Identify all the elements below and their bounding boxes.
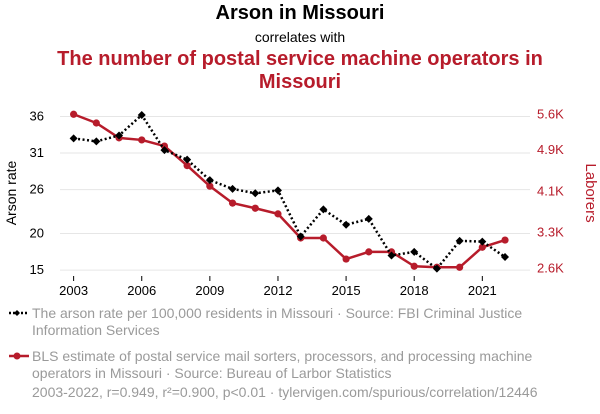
series-arson-point [364,214,373,223]
right-tick-label: 4.1K [537,183,564,198]
series-laborers-point [251,204,259,212]
x-tick-label: 2015 [332,283,361,298]
series-laborers-point [160,142,169,150]
series-layer [69,110,510,273]
series-laborers-point [456,263,464,271]
series-arson-point [432,264,441,273]
left-tick-label: 20 [30,226,44,241]
right-y-axis: 2.6K 3.3K 4.1K 4.9K 5.6K [537,106,564,275]
series-laborers-point [138,136,146,144]
x-tick-label: 2021 [468,283,497,298]
x-tick-label: 2009 [195,283,224,298]
x-tick-label: 2006 [127,283,156,298]
chart-title-secondary: The number of postal service machine ope… [57,48,543,93]
legend-key-dotted-diamond [9,310,29,316]
legend-item-arson: The arson rate per 100,000 residents in … [8,305,583,339]
right-tick-label: 5.6K [537,106,564,121]
series-arson-point [160,146,169,155]
series-laborers-point [319,234,327,242]
x-tick-label: 2018 [400,283,429,298]
series-arson-point [478,237,487,246]
series-laborers-point [228,199,237,207]
series-arson-point [410,247,419,256]
left-tick-label: 26 [30,182,44,197]
series-arson-point [92,137,101,146]
x-tick-label: 2003 [59,283,88,298]
series-arson-point [115,131,124,140]
right-tick-label: 2.6K [537,260,564,275]
series-arson-point [137,110,146,119]
series-arson-point [319,205,328,214]
series-laborers-point [410,262,418,270]
series-laborers-point [501,236,509,244]
series-arson-point [273,186,282,195]
series-arson-point [296,232,305,241]
x-tick-label: 2012 [264,283,293,298]
left-axis-label: Arson rate [3,160,19,225]
left-tick-label: 15 [30,262,44,277]
legend-item-laborers: BLS estimate of postal service mail sort… [8,348,583,382]
series-laborers-point [478,243,486,251]
series-arson-point [251,189,260,198]
x-axis: 2003 2006 2009 2012 2015 2018 2021 [59,276,497,298]
series-laborers-point [70,110,78,118]
series-laborers-line [73,113,506,269]
series-laborers-point [92,119,100,127]
series-laborers-point [342,255,350,263]
series-laborers-point [365,248,373,256]
right-axis-label: Laborers [582,163,599,222]
series-laborers-point [274,210,282,218]
chart-subtitle: correlates with [254,29,346,45]
series-arson-point [501,252,510,261]
legend-label-laborers: BLS estimate of postal service mail sort… [32,348,533,381]
left-tick-label: 36 [30,108,44,123]
stats-footer: 2003-2022, r=0.949, r²=0.900, p<0.01 · t… [32,384,538,400]
series-arson-point [228,184,237,193]
left-tick-label: 31 [30,145,44,160]
left-y-axis: 15 20 26 31 36 [30,108,44,277]
series-laborers-point [206,182,214,190]
series-arson-point [69,134,78,143]
right-tick-label: 3.3K [537,224,564,239]
legend-label-arson: The arson rate per 100,000 residents in … [32,305,523,338]
right-tick-label: 4.9K [537,142,564,157]
series-arson-point [387,251,396,260]
series-arson-point [205,176,214,185]
series-laborers-point [183,162,191,170]
series-arson-line [73,113,506,271]
legend-key-solid-circle [9,352,29,360]
series-arson-point [342,220,351,229]
series-arson-point [455,236,464,245]
series-arson-point [183,155,192,164]
chart-title: Arson in Missouri [215,2,385,24]
